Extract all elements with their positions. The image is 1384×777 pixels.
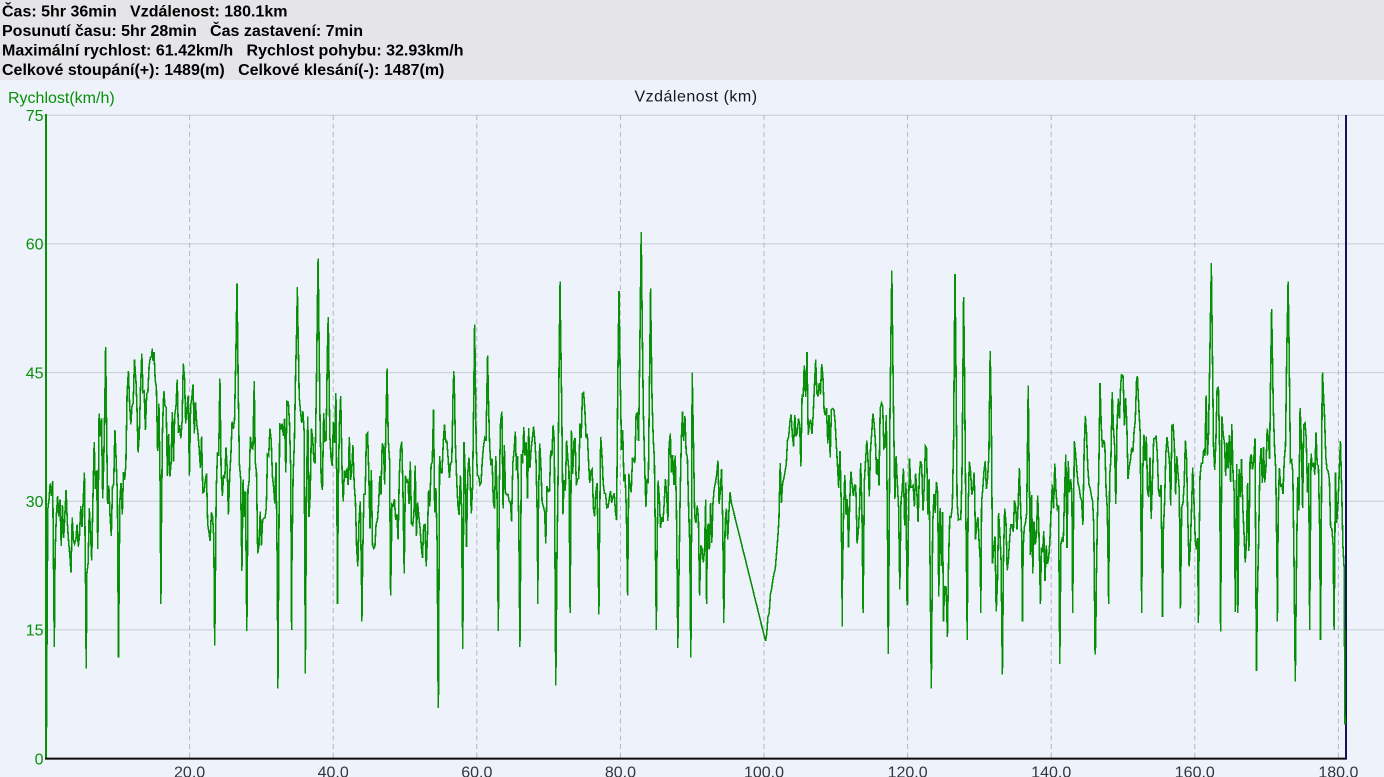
svg-text:Rychlost(km/h): Rychlost(km/h) [8,90,115,107]
svg-text:20.0: 20.0 [174,765,205,777]
svg-text:60: 60 [26,237,44,254]
svg-text:100.0: 100.0 [744,765,784,777]
svg-text:180.0: 180.0 [1318,765,1358,777]
svg-text:80.0: 80.0 [605,765,636,777]
svg-text:45: 45 [26,365,44,382]
svg-text:30: 30 [26,494,44,511]
svg-text:Maximální rychlost: 61.42km/h: Maximální rychlost: 61.42km/h Rychlost p… [2,42,463,59]
svg-text:60.0: 60.0 [461,765,492,777]
svg-text:0: 0 [35,751,44,768]
svg-text:Posunutí času: 5hr 28min Čas: Posunutí času: 5hr 28min Čas zastavení: … [2,21,363,40]
svg-text:120.0: 120.0 [888,765,928,777]
svg-text:Celkové stoupání(+): 1489(m): Celkové stoupání(+): 1489(m) Celkové kle… [2,62,444,79]
svg-text:160.0: 160.0 [1175,765,1215,777]
svg-text:40.0: 40.0 [318,765,349,777]
svg-text:Čas: 5hr 36min Vzdálenost: 1: Čas: 5hr 36min Vzdálenost: 180.1km [2,1,287,20]
svg-text:Vzdálenost (km): Vzdálenost (km) [634,88,757,105]
svg-text:140.0: 140.0 [1031,765,1071,777]
svg-text:15: 15 [26,623,44,640]
svg-text:75: 75 [26,108,44,125]
